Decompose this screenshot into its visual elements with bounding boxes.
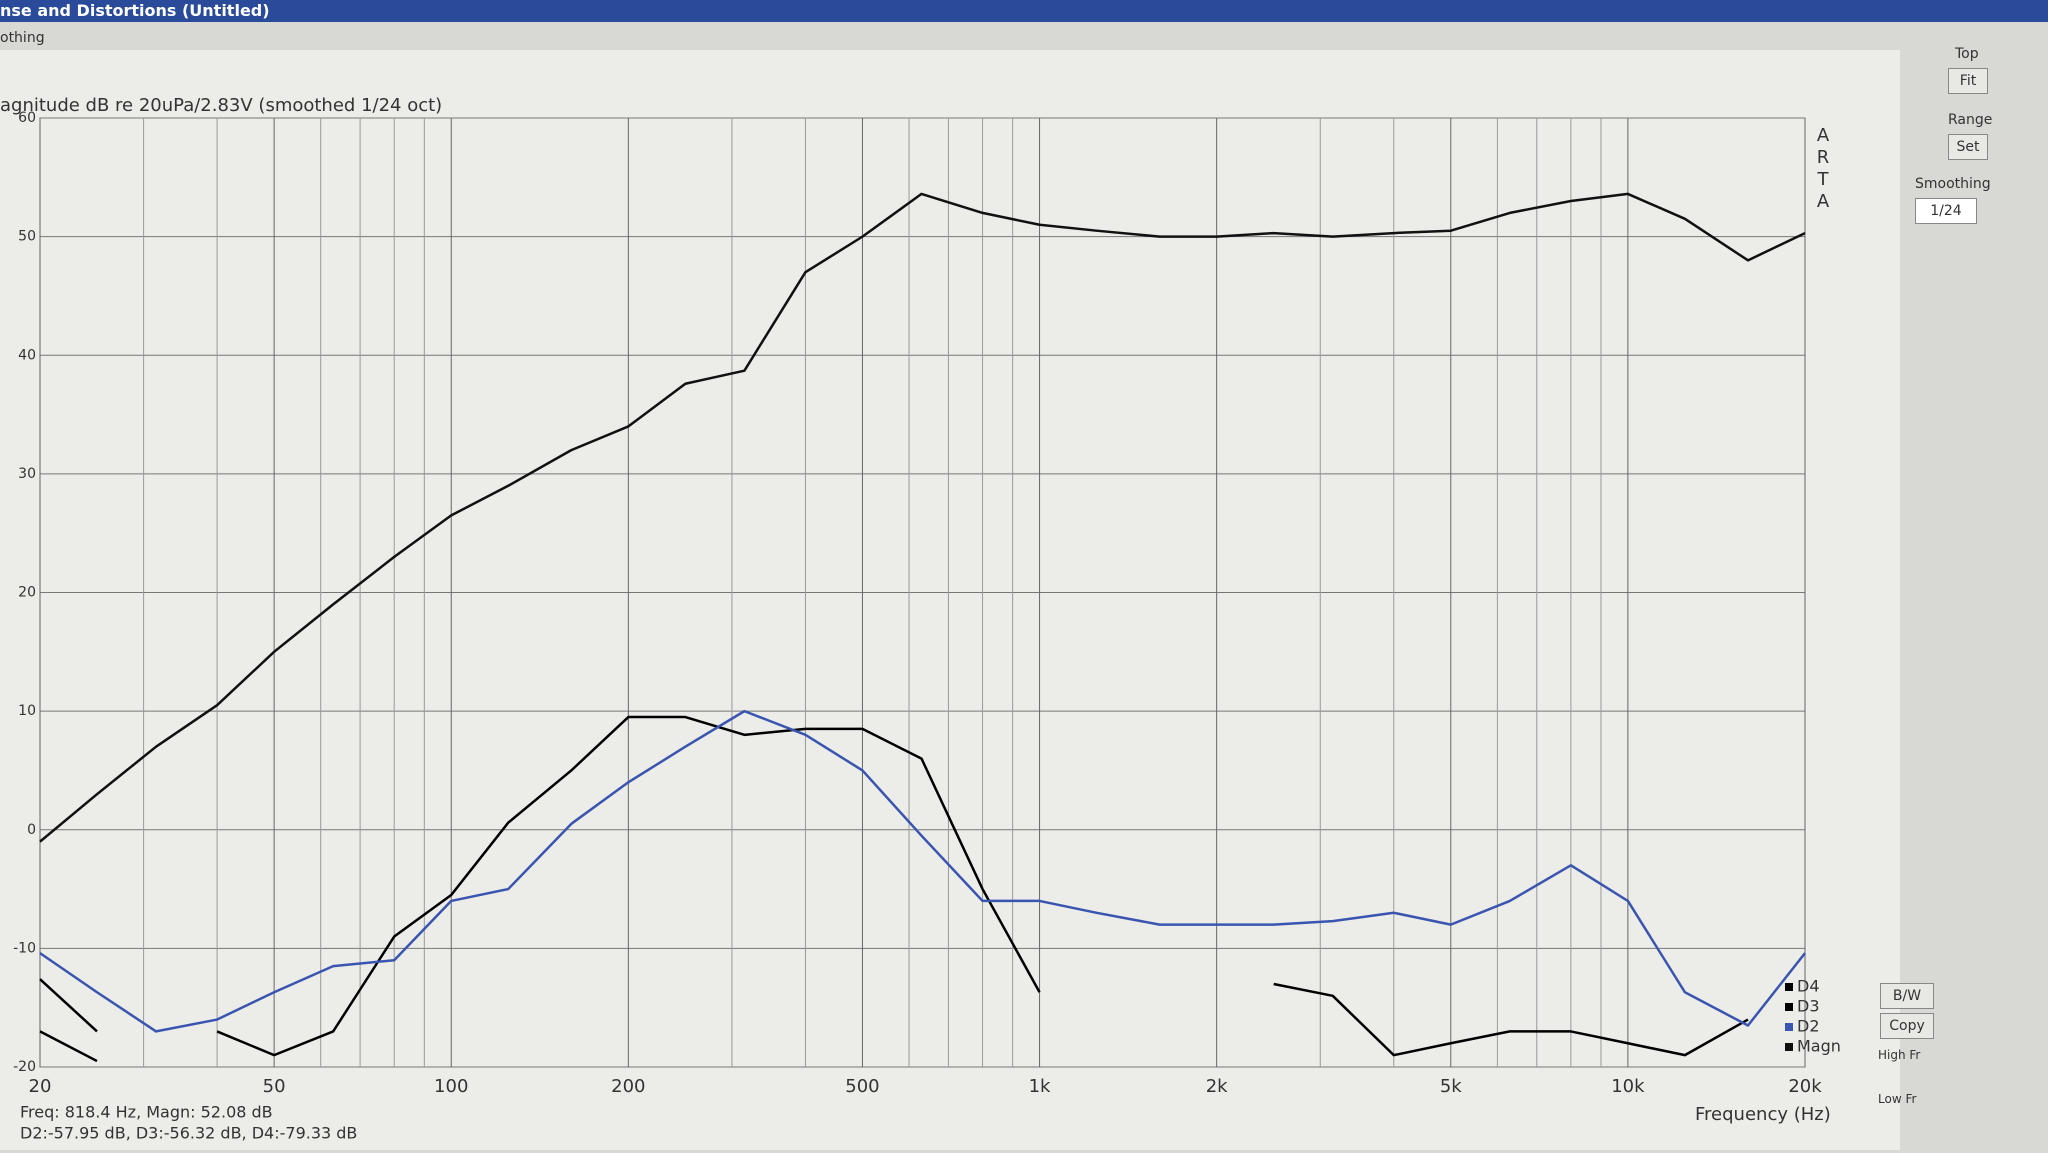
chart-title: agnitude dB re 20uPa/2.83V (smoothed 1/2… [0,95,442,116]
x-tick-label: 2k [1206,1076,1228,1097]
chart: agnitude dB re 20uPa/2.83V (smoothed 1/2… [0,50,1900,1150]
y-tick-label: 40 [18,347,36,363]
label: High Fr [1878,1048,1921,1062]
window-title: nse and Distortions (Untitled) [0,0,2048,22]
x-tick-label: 200 [611,1076,645,1097]
legend-label: D4 [1797,977,1820,996]
x-tick-label: 20 [29,1076,52,1097]
label: Smoothing [1915,176,1991,192]
y-tick-label: 10 [18,703,36,719]
series-line [39,982,1749,1063]
series-line [39,709,1806,1033]
readout: Freq: 818.4 Hz, Magn: 52.08 dB [20,1103,273,1122]
y-tick-label: -20 [13,1059,36,1075]
dropdown[interactable]: 1/24 [1915,198,1977,224]
button[interactable]: Fit [1948,68,1988,94]
y-tick-label: 30 [18,466,36,482]
label: Low Fr [1878,1092,1917,1106]
x-tick-label: 5k [1440,1076,1462,1097]
x-tick-label: 50 [263,1076,286,1097]
label: Top [1955,46,1979,62]
side-panel: Top Fit Range Set Smoothing 1/24 B/W Cop… [1878,40,2000,1140]
series-line [39,192,1806,843]
legend-swatch [1785,1043,1793,1051]
button[interactable]: B/W [1880,983,1934,1009]
chart-bg [0,50,1900,1150]
button[interactable]: Copy [1880,1013,1934,1039]
x-tick-label: 10k [1611,1076,1645,1097]
y-tick-label: 20 [18,585,36,601]
button[interactable]: Set [1948,134,1988,160]
watermark-letter: R [1817,147,1830,168]
x-tick-label: 1k [1029,1076,1051,1097]
x-tick-label: 100 [434,1076,468,1097]
legend-label: D3 [1797,997,1820,1016]
legend-swatch [1785,983,1793,991]
legend-swatch [1785,1023,1793,1031]
legend-label: Magn [1797,1037,1841,1056]
legend-label: D2 [1797,1017,1820,1036]
watermark-letter: A [1817,125,1830,146]
y-tick-label: 60 [18,110,36,126]
x-tick-label: 500 [845,1076,879,1097]
y-tick-label: -10 [13,940,36,956]
menu[interactable]: othing [0,30,45,46]
x-tick-label: 20k [1788,1076,1822,1097]
readout: D2:-57.95 dB, D3:-56.32 dB, D4:-79.33 dB [20,1124,357,1143]
y-tick-label: 50 [18,229,36,245]
watermark-letter: A [1817,191,1830,212]
label: Range [1948,112,1993,128]
legend-swatch [1785,1003,1793,1011]
x-axis-label: Frequency (Hz) [1695,1104,1831,1125]
watermark-letter: T [1817,169,1830,190]
y-tick-label: 0 [27,822,36,838]
series-line [39,715,1041,1057]
